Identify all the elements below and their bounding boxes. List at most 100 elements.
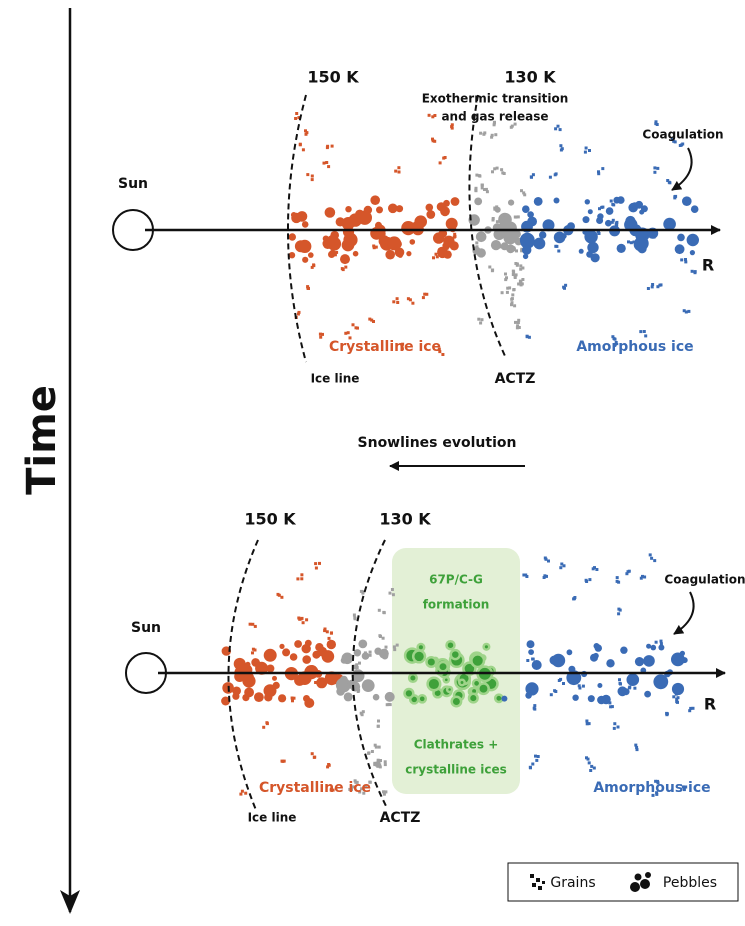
grain — [559, 144, 563, 148]
grain — [491, 170, 494, 174]
grain — [372, 246, 376, 250]
grain — [394, 169, 398, 173]
grain — [377, 608, 381, 612]
grain — [496, 243, 500, 247]
grain — [533, 704, 537, 708]
grain — [521, 266, 525, 270]
grain — [526, 659, 530, 662]
grain — [502, 172, 506, 175]
grain — [351, 323, 355, 327]
coagulation-label: Coagulation — [642, 128, 723, 142]
grain — [359, 711, 363, 715]
pebble — [409, 239, 416, 245]
grain — [325, 161, 329, 164]
grain — [301, 148, 305, 152]
pebble — [417, 693, 428, 704]
grain — [378, 765, 382, 769]
grain — [531, 173, 535, 177]
pebble — [352, 250, 359, 257]
grain — [639, 330, 643, 334]
grain — [327, 636, 331, 640]
pebble — [582, 216, 590, 224]
pebble — [291, 212, 302, 224]
grain — [670, 137, 674, 141]
grain — [475, 173, 479, 177]
grain — [656, 779, 660, 783]
grain — [382, 792, 386, 796]
pebble — [625, 215, 636, 227]
pebble — [590, 253, 600, 263]
grain — [531, 657, 535, 661]
grain — [343, 687, 347, 691]
grain — [438, 350, 442, 354]
grain — [239, 792, 243, 796]
grain — [368, 650, 372, 654]
actz-curve — [468, 94, 506, 357]
grain — [611, 335, 615, 339]
pebble — [244, 687, 255, 698]
grain — [493, 167, 497, 171]
grain — [305, 131, 309, 135]
grain — [479, 131, 483, 135]
grain — [563, 286, 566, 290]
grain — [629, 241, 633, 245]
grain — [684, 260, 688, 264]
grain — [586, 757, 590, 761]
grain — [310, 174, 314, 178]
pebble — [445, 685, 454, 694]
grain — [535, 758, 539, 762]
pebble — [288, 233, 296, 241]
pebble — [426, 210, 436, 219]
pebble — [437, 660, 449, 673]
pebble — [288, 252, 296, 259]
grain — [400, 347, 404, 351]
pebble — [221, 696, 231, 706]
grain — [655, 123, 659, 126]
grain — [585, 719, 589, 723]
grain — [532, 706, 536, 710]
pebble — [326, 639, 336, 650]
grain — [508, 286, 512, 290]
grain — [616, 725, 620, 729]
ice-line-curve — [287, 94, 307, 363]
temperature: 150 K — [307, 68, 359, 87]
ice-line-label: Ice line — [311, 372, 360, 386]
grain — [343, 684, 347, 688]
grain — [681, 785, 685, 789]
pebble — [443, 250, 452, 259]
grain — [511, 293, 515, 297]
grain — [450, 123, 454, 127]
temperature: 130 K — [504, 68, 556, 87]
grain — [643, 575, 647, 579]
grain — [534, 754, 537, 758]
grain — [244, 791, 248, 795]
grain — [628, 685, 632, 689]
grain — [639, 576, 643, 580]
grain — [381, 636, 385, 640]
pebble — [407, 672, 418, 684]
pebble — [289, 653, 298, 661]
grain — [590, 764, 594, 768]
grain — [527, 335, 531, 339]
grain — [434, 252, 438, 256]
grain — [617, 607, 621, 611]
pebble — [561, 233, 567, 239]
pebble — [361, 679, 375, 692]
grain — [251, 647, 255, 651]
pebble — [616, 243, 626, 253]
pebble — [634, 657, 645, 667]
pebble — [633, 237, 648, 252]
pebble — [425, 655, 438, 669]
grain — [251, 622, 255, 626]
grain — [480, 318, 484, 322]
grain — [453, 232, 457, 236]
grain — [613, 722, 617, 726]
grain — [300, 616, 304, 620]
grain — [348, 336, 352, 340]
grain — [493, 207, 497, 211]
pebble — [442, 675, 451, 684]
grain — [510, 303, 513, 307]
grains-icon — [530, 874, 545, 890]
grain — [291, 699, 294, 703]
